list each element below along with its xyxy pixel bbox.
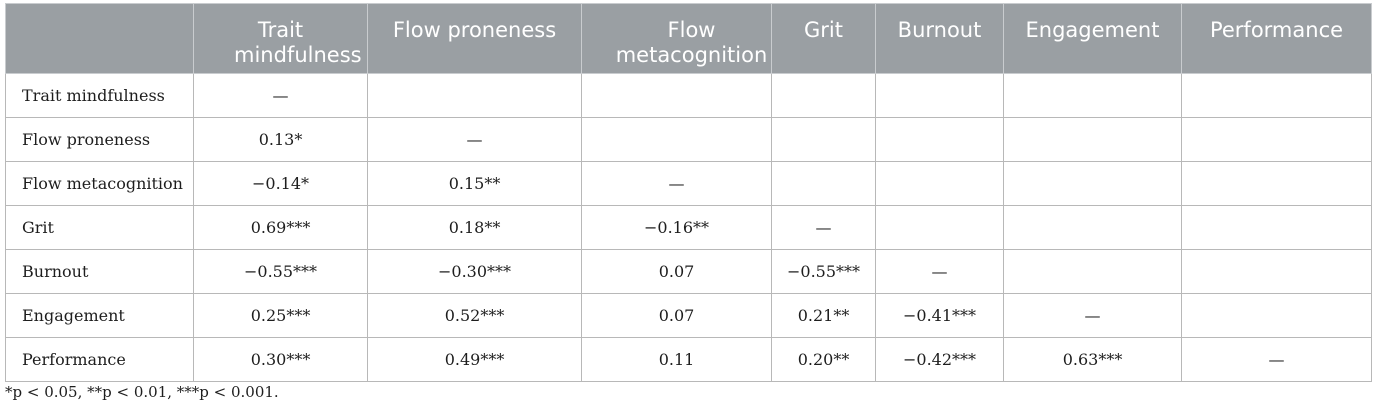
table-cell [875,161,1004,206]
correlation-table-container: Trait mindfulness Flow proneness Flow me… [5,3,1372,382]
row-label: Performance [5,337,194,382]
table-cell [1181,117,1372,162]
table-cell: — [1003,293,1182,338]
table-cell: 0.30*** [193,337,368,382]
table-cell [1003,73,1182,118]
table-cell: −0.55*** [193,249,368,294]
row-label: Burnout [5,249,194,294]
table-cell: 0.20** [771,337,876,382]
correlation-table: Trait mindfulness Flow proneness Flow me… [5,3,1372,382]
table-cell: −0.55*** [771,249,876,294]
table-row: Engagement 0.25*** 0.52*** 0.07 0.21** −… [5,293,1372,338]
table-cell: — [367,117,582,162]
table-cell: −0.16** [581,205,772,250]
row-label: Engagement [5,293,194,338]
table-cell [1003,161,1182,206]
header-burnout: Burnout [875,3,1004,74]
header-engagement: Engagement [1003,3,1182,74]
header-flow-proneness: Flow proneness [367,3,582,74]
table-row: Flow proneness 0.13* — [5,117,1372,162]
significance-footnote: *p < 0.05, **p < 0.01, ***p < 0.001. [5,383,279,401]
table-cell [1003,249,1182,294]
table-cell [875,73,1004,118]
table-cell: — [875,249,1004,294]
table-cell: 0.69*** [193,205,368,250]
header-trait-mindfulness: Trait mindfulness [193,3,368,74]
table-cell: 0.21** [771,293,876,338]
header-row: Trait mindfulness Flow proneness Flow me… [5,3,1372,74]
row-label: Grit [5,205,194,250]
table-cell: 0.11 [581,337,772,382]
table-cell [367,73,582,118]
header-flow-metacognition: Flow metacognition [581,3,772,74]
table-cell: 0.25*** [193,293,368,338]
table-cell: −0.42*** [875,337,1004,382]
table-cell: — [193,73,368,118]
table-cell [1181,205,1372,250]
table-cell [1181,73,1372,118]
table-cell: 0.07 [581,293,772,338]
table-cell: 0.13* [193,117,368,162]
row-label: Flow proneness [5,117,194,162]
table-cell: −0.41*** [875,293,1004,338]
table-cell: 0.07 [581,249,772,294]
table-cell: −0.30*** [367,249,582,294]
table-cell: 0.18** [367,205,582,250]
table-cell [1181,293,1372,338]
table-cell: — [771,205,876,250]
header-performance: Performance [1181,3,1372,74]
table-row: Burnout −0.55*** −0.30*** 0.07 −0.55*** … [5,249,1372,294]
table-cell [1003,205,1182,250]
table-cell [875,117,1004,162]
table-row: Flow metacognition −0.14* 0.15** — [5,161,1372,206]
table-cell: 0.49*** [367,337,582,382]
table-cell [771,117,876,162]
header-corner [5,3,194,74]
table-cell: 0.52*** [367,293,582,338]
header-grit: Grit [771,3,876,74]
table-cell: −0.14* [193,161,368,206]
table-cell [771,161,876,206]
row-label: Trait mindfulness [5,73,194,118]
table-cell [875,205,1004,250]
row-label: Flow metacognition [5,161,194,206]
table-row: Performance 0.30*** 0.49*** 0.11 0.20** … [5,337,1372,382]
table-cell [1003,117,1182,162]
table-cell [581,73,772,118]
table-row: Grit 0.69*** 0.18** −0.16** — [5,205,1372,250]
table-cell [581,117,772,162]
table-cell: 0.15** [367,161,582,206]
table-cell: — [1181,337,1372,382]
table-cell [1181,249,1372,294]
table-cell: — [581,161,772,206]
table-cell: 0.63*** [1003,337,1182,382]
table-cell [771,73,876,118]
table-row: Trait mindfulness — [5,73,1372,118]
table-cell [1181,161,1372,206]
